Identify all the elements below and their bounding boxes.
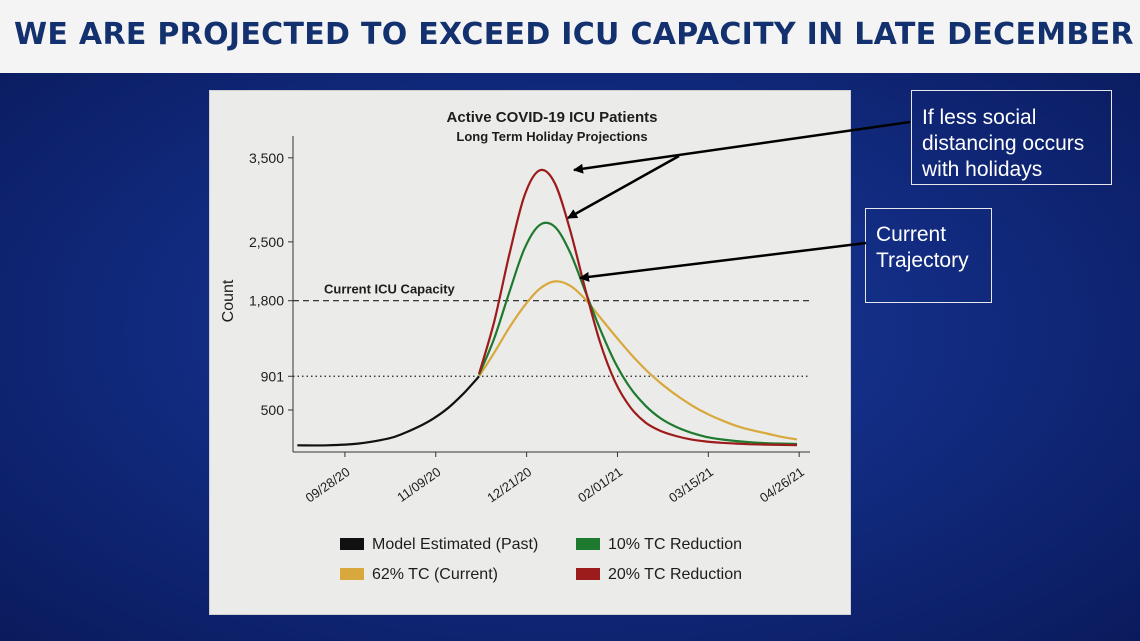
reference-lines: Current ICU Capacity xyxy=(293,282,810,377)
reference-line-label: Current ICU Capacity xyxy=(324,282,456,297)
series-line-20-tc xyxy=(477,168,798,447)
callout-less-distancing: If less social distancing occurs with ho… xyxy=(911,90,1112,185)
icu-chart: Active COVID-19 ICU Patients Long Term H… xyxy=(220,109,810,505)
legend-item-10tc: 10% TC Reduction xyxy=(576,536,742,560)
y-axis-label: Count xyxy=(220,279,237,322)
callout-line-2: Trajectory xyxy=(876,249,969,272)
legend-swatch-10tc xyxy=(576,538,600,550)
chart-subtitle: Long Term Holiday Projections xyxy=(456,129,647,144)
legend-label-model: Model Estimated (Past) xyxy=(372,536,539,553)
x-tick-label: 12/21/20 xyxy=(484,464,534,505)
callout-line-3: with holidays xyxy=(922,158,1043,181)
legend-swatch-62tc xyxy=(340,568,364,580)
series-line-10-tc xyxy=(477,221,798,446)
callout-current-trajectory: Current Trajectory xyxy=(865,208,992,303)
series-line-62-tc xyxy=(478,280,798,441)
page-title: WE ARE PROJECTED TO EXCEED ICU CAPACITY … xyxy=(14,17,1134,52)
y-tick-label: 1,800 xyxy=(249,293,284,309)
legend-label-62tc: 62% TC (Current) xyxy=(372,566,498,583)
header-bar: WE ARE PROJECTED TO EXCEED ICU CAPACITY … xyxy=(0,0,1140,73)
chart-legend: Model Estimated (Past) 62% TC (Current) … xyxy=(340,536,770,596)
legend-item-20tc: 20% TC Reduction xyxy=(576,566,742,590)
legend-item-62tc: 62% TC (Current) xyxy=(340,566,498,590)
legend-label-20tc: 20% TC Reduction xyxy=(608,566,742,583)
chart-axes: 500 901 1,800 2,500 3,500 09/28/20 11/09/20 12/… xyxy=(249,136,810,505)
y-tick-label: 901 xyxy=(261,368,285,384)
x-tick-label: 03/15/21 xyxy=(666,464,716,505)
chart-title: Active COVID-19 ICU Patients xyxy=(447,109,658,126)
chart-panel: Active COVID-19 ICU Patients Long Term H… xyxy=(209,90,851,615)
chart-series xyxy=(297,168,798,447)
legend-swatch-20tc xyxy=(576,568,600,580)
callout-line-2: distancing occurs xyxy=(922,132,1085,155)
x-tick-label: 11/09/20 xyxy=(394,464,443,505)
legend-item-model: Model Estimated (Past) xyxy=(340,536,538,560)
legend-swatch-model xyxy=(340,538,364,550)
callout-line-1: If less social xyxy=(922,106,1037,129)
x-tick-label: 04/26/21 xyxy=(757,464,807,505)
series-line-model-estimated xyxy=(297,375,480,447)
legend-label-10tc: 10% TC Reduction xyxy=(608,536,742,553)
y-tick-label: 2,500 xyxy=(249,234,284,250)
x-tick-label: 02/01/21 xyxy=(575,464,625,505)
y-tick-label: 3,500 xyxy=(249,150,284,166)
x-tick-label: 09/28/20 xyxy=(303,464,353,505)
y-tick-label: 500 xyxy=(261,402,285,418)
callout-line-1: Current xyxy=(876,223,947,246)
